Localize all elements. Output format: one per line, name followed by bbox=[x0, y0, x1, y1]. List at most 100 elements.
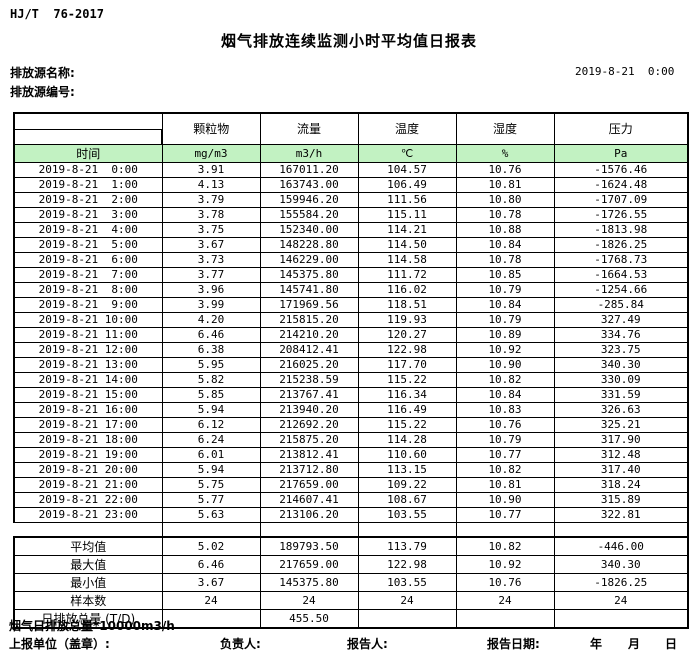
value-cell: 10.84 bbox=[455, 236, 555, 253]
value-cell: -1624.48 bbox=[553, 176, 689, 193]
spacer-section bbox=[14, 521, 689, 538]
value-cell: 3.67 bbox=[161, 236, 261, 253]
value-cell bbox=[161, 609, 261, 629]
value-cell: -1826.25 bbox=[553, 236, 689, 253]
year-label: 年 bbox=[590, 637, 603, 651]
table-row: 2019-8-21 16:00 5.94 213940.20 116.49 10.83 3… bbox=[13, 401, 689, 418]
value-cell: 3.79 bbox=[161, 191, 261, 208]
value-cell: 122.98 bbox=[357, 555, 457, 574]
value-cell: 325.21 bbox=[553, 416, 689, 433]
value-cell: 215875.20 bbox=[259, 431, 359, 448]
value-cell: 215815.20 bbox=[259, 311, 359, 328]
column-header-humidity: 湿度 bbox=[455, 112, 555, 145]
value-cell: 10.79 bbox=[455, 311, 555, 328]
time-cell: 2019-8-21 20:00 bbox=[13, 461, 163, 478]
time-cell: 2019-8-21 8:00 bbox=[13, 281, 163, 298]
value-cell: 159946.20 bbox=[259, 191, 359, 208]
value-cell: 24 bbox=[553, 591, 689, 610]
value-cell: 217659.00 bbox=[259, 476, 359, 493]
time-cell: 2019-8-21 15:00 bbox=[13, 386, 163, 403]
value-cell: 10.82 bbox=[455, 536, 555, 556]
value-cell: 10.80 bbox=[455, 191, 555, 208]
time-cell: 2019-8-21 0:00 bbox=[13, 161, 163, 178]
value-cell: 4.13 bbox=[161, 176, 261, 193]
value-cell: 6.46 bbox=[161, 555, 261, 574]
value-cell: 213812.41 bbox=[259, 446, 359, 463]
value-cell: 148228.80 bbox=[259, 236, 359, 253]
value-cell: 145375.80 bbox=[259, 573, 359, 592]
reporter-label: 报告人: bbox=[347, 637, 388, 651]
source-code-label: 排放源编号: bbox=[10, 85, 75, 99]
summary-row: 最小值 3.67 145375.80 103.55 10.76 -1826.25 bbox=[13, 573, 689, 592]
value-cell: 10.88 bbox=[455, 221, 555, 238]
table-header: 颗粒物 流量 温度 湿度 压力 时间 mg/m3 m3/h ℃ % Pa bbox=[13, 112, 689, 163]
value-cell: 111.56 bbox=[357, 191, 457, 208]
corner-cell-bottom bbox=[13, 128, 163, 145]
value-cell: -446.00 bbox=[553, 536, 689, 556]
value-cell: 3.73 bbox=[161, 251, 261, 268]
value-cell: 312.48 bbox=[553, 446, 689, 463]
table-row: 2019-8-21 19:00 6.01 213812.41 110.60 10.77 3… bbox=[13, 446, 689, 463]
summary-label: 最大值 bbox=[13, 555, 163, 574]
value-cell: 10.90 bbox=[455, 356, 555, 373]
value-cell: 113.79 bbox=[357, 536, 457, 556]
value-cell: 10.83 bbox=[455, 401, 555, 418]
hour-rows: 2019-8-21 0:00 3.91 167011.20 104.57 10.76 -1… bbox=[13, 161, 689, 523]
value-cell: 117.70 bbox=[357, 356, 457, 373]
summary-rows: 平均值 5.02 189793.50 113.79 10.82 -446.00 最大值 6.4… bbox=[13, 536, 689, 629]
spacer-cell bbox=[161, 521, 261, 538]
corner-cell-top bbox=[13, 112, 163, 130]
value-cell: 163743.00 bbox=[259, 176, 359, 193]
time-cell: 2019-8-21 4:00 bbox=[13, 221, 163, 238]
table-row: 2019-8-21 20:00 5.94 213712.80 113.15 10.82 3… bbox=[13, 461, 689, 478]
time-cell: 2019-8-21 13:00 bbox=[13, 356, 163, 373]
value-cell: 155584.20 bbox=[259, 206, 359, 223]
time-cell: 2019-8-21 22:00 bbox=[13, 491, 163, 508]
value-cell: 212692.20 bbox=[259, 416, 359, 433]
day-label: 日 bbox=[665, 637, 678, 651]
summary-label: 平均值 bbox=[13, 536, 163, 556]
value-cell: 10.79 bbox=[455, 431, 555, 448]
value-cell: 114.28 bbox=[357, 431, 457, 448]
table-row: 2019-8-21 7:00 3.77 145375.80 111.72 10.85 -1… bbox=[13, 266, 689, 283]
table-row: 2019-8-21 21:00 5.75 217659.00 109.22 10.81 3… bbox=[13, 476, 689, 493]
table-row: 2019-8-21 3:00 3.78 155584.20 115.11 10.78 -1… bbox=[13, 206, 689, 223]
value-cell: 3.67 bbox=[161, 573, 261, 592]
table-row: 2019-8-21 4:00 3.75 152340.00 114.21 10.88 -1… bbox=[13, 221, 689, 238]
value-cell: 146229.00 bbox=[259, 251, 359, 268]
time-cell: 2019-8-21 3:00 bbox=[13, 206, 163, 223]
value-cell: 10.84 bbox=[455, 386, 555, 403]
value-cell: 10.78 bbox=[455, 251, 555, 268]
table-row: 2019-8-21 8:00 3.96 145741.80 116.02 10.79 -1… bbox=[13, 281, 689, 298]
value-cell: 111.72 bbox=[357, 266, 457, 283]
value-cell: 10.79 bbox=[455, 281, 555, 298]
table-row: 2019-8-21 12:00 6.38 208412.41 122.98 10.92 3… bbox=[13, 341, 689, 358]
table-row: 2019-8-21 15:00 5.85 213767.41 116.34 10.84 3… bbox=[13, 386, 689, 403]
value-cell: 10.77 bbox=[455, 506, 555, 523]
value-cell: 10.81 bbox=[455, 176, 555, 193]
standard-number: HJ/T 76-2017 bbox=[10, 7, 104, 21]
value-cell: 5.82 bbox=[161, 371, 261, 388]
time-cell: 2019-8-21 19:00 bbox=[13, 446, 163, 463]
value-cell: 24 bbox=[455, 591, 555, 610]
time-cell: 2019-8-21 6:00 bbox=[13, 251, 163, 268]
value-cell: 110.60 bbox=[357, 446, 457, 463]
value-cell: 317.90 bbox=[553, 431, 689, 448]
value-cell: 103.55 bbox=[357, 506, 457, 523]
table-row: 2019-8-21 6:00 3.73 146229.00 114.58 10.78 -1… bbox=[13, 251, 689, 268]
table-row: 2019-8-21 18:00 6.24 215875.20 114.28 10.79 3… bbox=[13, 431, 689, 448]
time-cell: 2019-8-21 12:00 bbox=[13, 341, 163, 358]
header-row-top: 颗粒物 流量 温度 湿度 压力 bbox=[13, 112, 689, 145]
value-cell: 189793.50 bbox=[259, 536, 359, 556]
value-cell: -1826.25 bbox=[553, 573, 689, 592]
value-cell: 215238.59 bbox=[259, 371, 359, 388]
value-cell: 167011.20 bbox=[259, 161, 359, 178]
time-cell: 2019-8-21 18:00 bbox=[13, 431, 163, 448]
time-cell: 2019-8-21 17:00 bbox=[13, 416, 163, 433]
page-title: 烟气排放连续监测小时平均值日报表 bbox=[220, 32, 477, 50]
total-emission-note: 烟气日排放总量*10000m3/h bbox=[9, 619, 175, 633]
value-cell: 171969.56 bbox=[259, 296, 359, 313]
value-cell: 5.02 bbox=[161, 536, 261, 556]
value-cell: 214210.20 bbox=[259, 326, 359, 343]
table-row: 2019-8-21 2:00 3.79 159946.20 111.56 10.80 -1… bbox=[13, 191, 689, 208]
